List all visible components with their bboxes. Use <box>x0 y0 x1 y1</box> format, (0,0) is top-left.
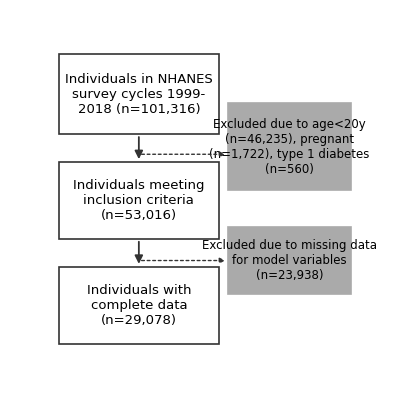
Text: Individuals meeting
inclusion criteria
(n=53,016): Individuals meeting inclusion criteria (… <box>73 179 204 222</box>
FancyBboxPatch shape <box>59 162 219 239</box>
FancyBboxPatch shape <box>228 227 351 294</box>
Text: Excluded due to age<20y
(n=46,235), pregnant
(n=1,722), type 1 diabetes
(n=560): Excluded due to age<20y (n=46,235), preg… <box>210 118 370 176</box>
FancyBboxPatch shape <box>228 104 351 190</box>
FancyBboxPatch shape <box>59 267 219 344</box>
FancyBboxPatch shape <box>59 54 219 134</box>
Text: Individuals with
complete data
(n=29,078): Individuals with complete data (n=29,078… <box>87 284 191 327</box>
Text: Individuals in NHANES
survey cycles 1999-
2018 (n=101,316): Individuals in NHANES survey cycles 1999… <box>65 73 213 116</box>
Text: Excluded due to missing data
for model variables
(n=23,938): Excluded due to missing data for model v… <box>202 239 377 282</box>
